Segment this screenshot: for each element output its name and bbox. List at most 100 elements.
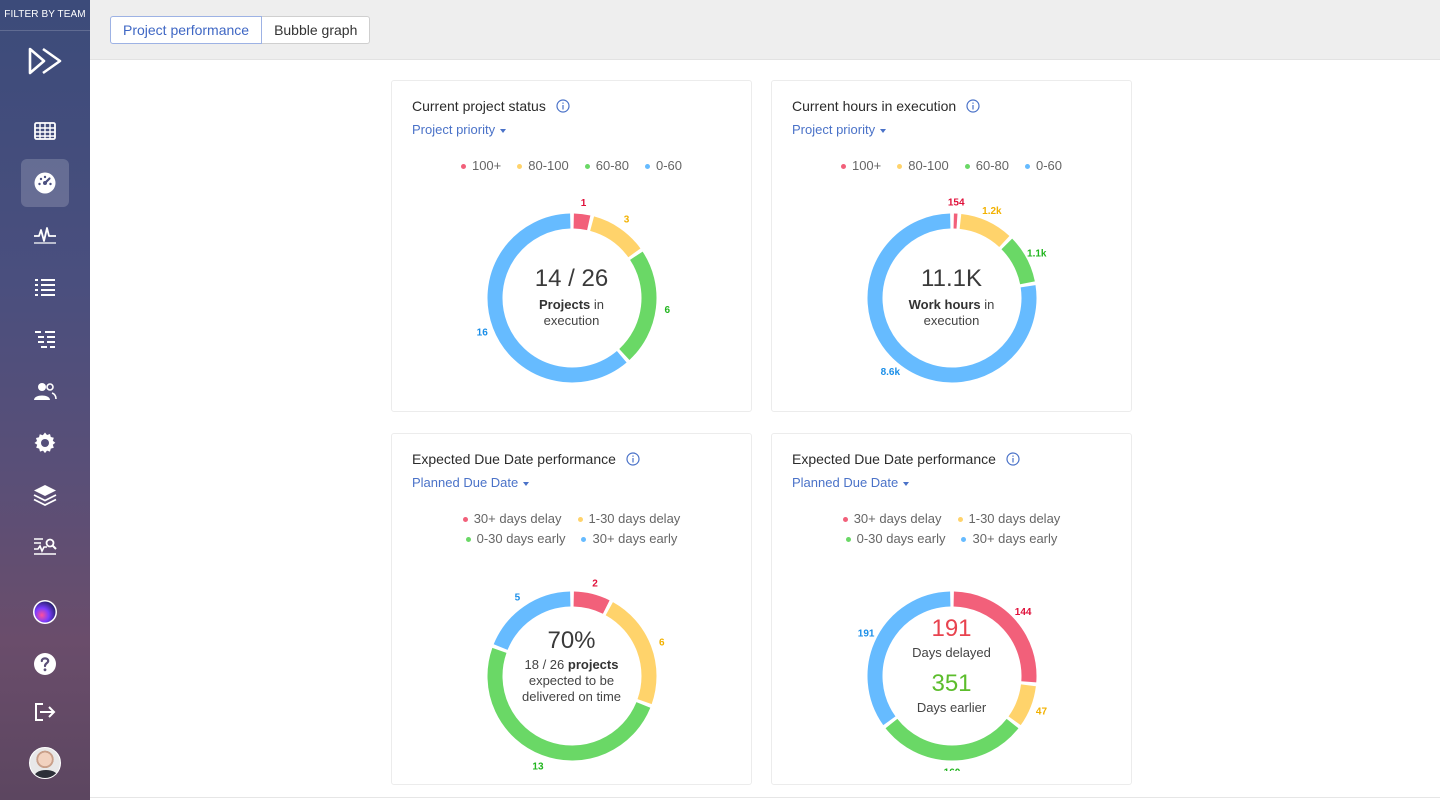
top-bar: Project performance Bubble graph xyxy=(90,0,1440,60)
tab-bubble-graph[interactable]: Bubble graph xyxy=(262,16,371,44)
legend-item[interactable]: 80-100 xyxy=(517,156,569,176)
donut-segment[interactable] xyxy=(867,213,1037,383)
info-icon[interactable] xyxy=(556,99,570,113)
info-icon[interactable] xyxy=(626,452,640,466)
project-priority-dropdown[interactable]: Project priority xyxy=(412,122,507,137)
legend-row: 30+ days delay 1-30 days delay xyxy=(392,509,751,529)
users-icon xyxy=(34,383,57,400)
legend-item[interactable]: 30+ days delay xyxy=(842,509,942,529)
legend-item[interactable]: 1-30 days delay xyxy=(577,509,681,529)
project-priority-dropdown[interactable]: Project priority xyxy=(792,122,887,137)
info-icon[interactable] xyxy=(1006,452,1020,466)
card-title-text: Expected Due Date performance xyxy=(792,451,996,467)
donut-segment[interactable] xyxy=(1001,238,1035,285)
legend-label: 1-30 days delay xyxy=(588,511,681,526)
nav-tree-list[interactable] xyxy=(21,315,69,363)
app-logo-icon[interactable] xyxy=(27,46,65,76)
legend-dot xyxy=(645,163,650,169)
caption-text: 18 / 26 xyxy=(524,657,568,672)
segment-value-label: 160 xyxy=(944,768,961,772)
segment-value-label: 3 xyxy=(624,214,630,225)
legend-row: 100+ 80-100 60-80 0-60 xyxy=(392,156,751,176)
tab-project-performance[interactable]: Project performance xyxy=(110,16,263,44)
donut-segment[interactable] xyxy=(953,591,1037,683)
legend-label: 0-60 xyxy=(656,158,683,173)
activity-pulse-icon xyxy=(34,227,56,244)
nav-help[interactable] xyxy=(21,640,69,688)
legend-item[interactable]: 1-30 days delay xyxy=(957,509,1060,529)
gear-icon xyxy=(34,432,56,454)
nav-logout[interactable] xyxy=(21,688,69,736)
planned-due-date-dropdown[interactable]: Planned Due Date xyxy=(792,475,910,490)
filter-by-team-button[interactable]: FILTER BY TEAM xyxy=(0,0,90,31)
donut-segment[interactable] xyxy=(867,591,951,726)
donut-segment[interactable] xyxy=(1008,684,1036,726)
donut-segment[interactable] xyxy=(885,718,1019,761)
legend-dot xyxy=(462,516,468,522)
help-icon xyxy=(34,653,56,675)
dropdown-label: Project priority xyxy=(792,122,876,137)
tree-list-icon xyxy=(35,331,55,348)
donut-segment[interactable] xyxy=(573,591,610,614)
donut-segment[interactable] xyxy=(619,251,657,360)
segment-value-label: 13 xyxy=(532,761,544,771)
nav-layers[interactable] xyxy=(21,471,69,519)
user-avatar[interactable] xyxy=(29,747,61,779)
legend-label: 0-60 xyxy=(1036,158,1063,173)
nav-list[interactable] xyxy=(21,263,69,311)
card-expected-due-date-performance: Expected Due Date performance Planned Du… xyxy=(391,433,752,785)
logout-icon xyxy=(35,703,56,721)
donut-segment[interactable] xyxy=(487,213,627,383)
legend-label: 0-30 days early xyxy=(476,531,566,546)
card-title: Expected Due Date performance xyxy=(792,451,1020,467)
planned-due-date-dropdown[interactable]: Planned Due Date xyxy=(412,475,530,490)
legend: 100+ 80-100 60-80 0-60 xyxy=(392,156,751,176)
center-caption: Work hours in xyxy=(772,297,1131,313)
legend-item[interactable]: 30+ days early xyxy=(961,529,1057,549)
caption-text: in xyxy=(980,297,995,312)
legend-item[interactable]: 0-60 xyxy=(1025,156,1062,176)
legend-item[interactable]: 100+ xyxy=(460,156,501,176)
legend-dot xyxy=(840,163,846,169)
legend-item[interactable]: 60-80 xyxy=(964,156,1009,176)
legend-label: 60-80 xyxy=(595,158,629,173)
donut-segment[interactable] xyxy=(589,216,641,258)
donut-segment[interactable] xyxy=(493,591,571,651)
legend-dot xyxy=(1025,163,1030,169)
legend-item[interactable]: 0-60 xyxy=(645,156,682,176)
dropdown-label: Planned Due Date xyxy=(792,475,899,490)
legend-item[interactable]: 30+ days delay xyxy=(462,509,562,529)
segment-value-label: 1 xyxy=(581,198,587,209)
legend-row: 30+ days delay 1-30 days delay xyxy=(772,509,1131,529)
donut-segment[interactable] xyxy=(959,214,1010,248)
nav-app-orb[interactable] xyxy=(21,588,69,636)
bottom-divider xyxy=(90,797,1440,798)
segment-value-label: 2 xyxy=(592,578,598,589)
legend-label: 30+ days early xyxy=(972,531,1058,546)
card-title: Expected Due Date performance xyxy=(412,451,640,467)
nav-users[interactable] xyxy=(21,367,69,415)
legend-item[interactable]: 100+ xyxy=(840,156,881,176)
card-title-text: Current hours in execution xyxy=(792,98,957,114)
donut-segment[interactable] xyxy=(605,602,657,705)
legend-item[interactable]: 30+ days early xyxy=(581,529,677,549)
donut-segment[interactable] xyxy=(487,647,651,761)
caret-down-icon xyxy=(903,481,910,486)
segment-value-label: 5 xyxy=(515,592,521,603)
legend-row: 0-30 days early 30+ days early xyxy=(392,529,751,549)
caption-bold: Work hours xyxy=(908,297,981,312)
legend-item[interactable]: 60-80 xyxy=(584,156,629,176)
legend-item[interactable]: 80-100 xyxy=(897,156,949,176)
info-icon[interactable] xyxy=(966,99,980,113)
nav-calendar-grid[interactable] xyxy=(21,107,69,155)
nav-analytics[interactable] xyxy=(21,523,69,571)
donut-segment[interactable] xyxy=(573,213,591,231)
legend-item[interactable]: 0-30 days early xyxy=(465,529,566,549)
segment-value-label: 144 xyxy=(1015,607,1032,618)
analytics-search-icon xyxy=(34,538,57,555)
nav-settings[interactable] xyxy=(21,419,69,467)
nav-activity[interactable] xyxy=(21,211,69,259)
nav-dashboard[interactable] xyxy=(21,159,69,207)
legend-item[interactable]: 0-30 days early xyxy=(845,529,945,549)
